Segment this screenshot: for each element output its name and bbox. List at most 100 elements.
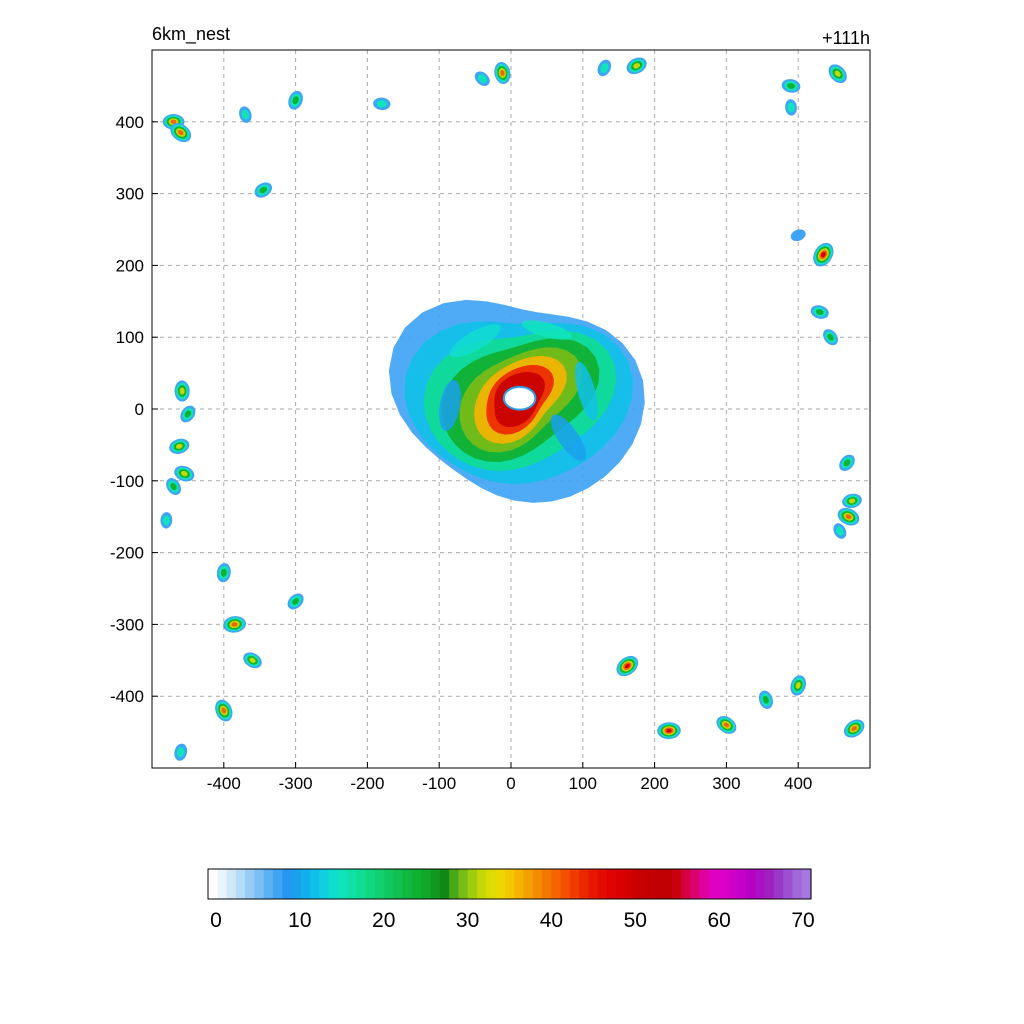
convective-cell [254,182,273,198]
cell-level [292,598,300,605]
cell-level [162,515,170,526]
colorbar-swatch [384,869,395,899]
colorbar-swatch [486,869,497,899]
colorbar-tick-label: 60 [707,909,730,932]
cell-level [820,251,826,258]
cell-level [180,471,188,477]
colorbar-tick-label: 30 [456,909,479,932]
cell-level [477,74,487,84]
cell-level [170,119,177,124]
colorbar-swatch [272,869,283,899]
convective-cell [837,507,860,526]
colorbar-swatch [579,869,589,899]
colorbar-swatch [736,869,747,899]
colorbar-swatch [421,869,432,899]
storm-eye [502,385,537,411]
colorbar-swatch [300,869,311,899]
spiral-arm [521,320,572,340]
colorbar-swatch [560,869,571,899]
cell-level [231,622,238,627]
convective-cell [785,99,797,116]
x-tick-label: -200 [350,774,384,793]
colorbar-swatch [523,869,534,899]
colorbar-swatch [718,869,729,899]
convective-cell [288,90,303,110]
x-tick-label: -100 [422,774,456,793]
colorbar-swatch [412,869,422,899]
colorbar-swatch [263,869,274,899]
cell-level [845,514,852,520]
cell-level [848,498,856,504]
cell-level [292,96,299,105]
convective-cell [160,512,173,529]
colorbar-swatch [773,869,784,899]
convective-cell [216,563,231,583]
cell-level [851,726,857,731]
spiral-arm [550,414,587,461]
cell-level [175,443,183,449]
convective-cell [166,478,181,496]
colorbar: 0 10 20 30 40 50 60 70 [207,868,815,932]
cell-level [723,722,730,728]
colorbar-swatch [699,869,710,899]
colorbar-swatch [746,869,756,899]
convective-cell [657,722,681,740]
convective-cell [839,454,855,471]
spiral-arm [439,379,461,431]
cell-level [220,568,227,577]
convective-cell [215,699,233,722]
convective-cell [810,305,829,319]
colorbar-swatch [328,869,339,899]
y-axis-ticks: 400 300 200 100 0 -100 -200 -300 -400 [110,113,158,706]
colorbar-swatch [653,869,664,899]
convective-cell [813,242,834,267]
x-axis-ticks: -400 -300 -200 -100 0 100 200 300 400 [207,762,812,793]
cell-level [177,129,184,136]
colorbar-swatch [569,869,580,899]
colorbar-swatch [681,869,691,899]
x-tick-label: 300 [712,774,740,793]
y-tick-label: 300 [116,185,144,204]
convective-cell [180,405,196,423]
colorbar-swatch [477,869,487,899]
forecast-hour-label: +111h [822,28,870,48]
x-tick-label: 100 [569,774,597,793]
colorbar-swatch [551,869,562,899]
colorbar-swatch [430,869,441,899]
colorbar-swatch [783,869,794,899]
colorbar-swatch [588,869,599,899]
convective-cell [626,57,647,75]
convective-cell [842,493,862,509]
colorbar-swatch [671,869,682,899]
colorbar-swatch [245,869,255,899]
cell-level [624,663,630,669]
y-tick-label: -100 [110,472,144,491]
colorbar-swatch [319,869,330,899]
cell-level [600,62,609,73]
colorbar-swatch [532,869,543,899]
cell-level [170,482,177,491]
colorbar-tick-label: 0 [210,909,222,932]
colorbar-swatch [662,869,673,899]
spiral-arm [449,324,501,358]
colorbar-swatch [254,869,265,899]
convective-cell [781,79,801,93]
colorbar-swatch [634,869,645,899]
cell-level [790,229,806,242]
colorbar-swatch [217,869,228,899]
y-tick-label: 400 [116,113,144,132]
colorbar-swatch [495,869,506,899]
cell-level [787,102,795,113]
colorbar-swatch [644,869,654,899]
cell-level [184,410,192,418]
colorbar-swatch [792,869,803,899]
colorbar-swatch [616,869,627,899]
colorbar-swatch [226,869,237,899]
convective-cell [758,690,773,709]
colorbar-swatch [708,869,719,899]
colorbar-swatch [449,869,460,899]
convective-cell [823,329,838,346]
cell-level [221,707,227,714]
colorbar-swatch [393,869,404,899]
